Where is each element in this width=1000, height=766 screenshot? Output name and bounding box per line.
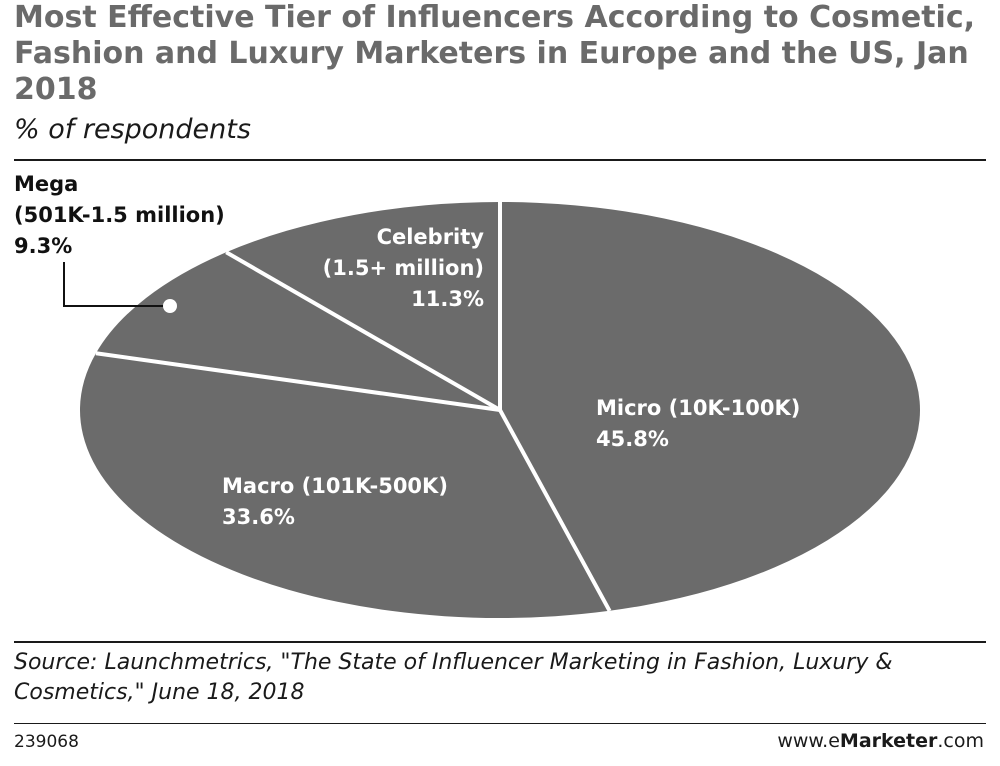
celebrity-label: Celebrity: [377, 225, 485, 249]
mega-sublabel: (501K-1.5 million): [14, 203, 225, 227]
source-note: Source: Launchmetrics, "The State of Inf…: [14, 650, 893, 705]
brand-suffix: .com: [937, 730, 984, 752]
pie-slice-micro: [500, 202, 920, 611]
top-divider: [14, 159, 986, 161]
chart-subtitle: % of respondents: [14, 114, 251, 145]
pie-slice-mega: [95, 252, 501, 410]
pie-slice-celebrity: [226, 202, 500, 410]
celebrity-sublabel: (1.5+ million): [323, 256, 484, 280]
celebrity-value: 11.3%: [411, 287, 484, 311]
mega-leader-dot: [163, 299, 177, 313]
pie-chart: Micro (10K-100K) 45.8% Macro (101K-500K) 33…: [14, 172, 920, 618]
brand-bold: Marketer: [839, 730, 938, 752]
footer-divider: [14, 723, 986, 724]
pie-slice-macro: [79, 353, 610, 618]
macro-value: 33.6%: [222, 505, 295, 529]
slice-separator-4: [225, 250, 501, 412]
mega-value: 9.3%: [14, 234, 72, 258]
slice-separator-3: [95, 351, 501, 412]
macro-label: Macro (101K-500K): [222, 474, 448, 498]
chart-id: 239068: [14, 732, 79, 752]
slice-separator-2: [498, 409, 612, 612]
brand-prefix: www.e: [777, 730, 840, 752]
bottom-divider: [14, 641, 986, 643]
micro-label: Micro (10K-100K): [596, 396, 800, 420]
brand-link[interactable]: www.eMarketer.com: [777, 730, 984, 752]
chart-title: Most Effective Tier of Influencers Accor…: [14, 0, 975, 107]
mega-label: Mega: [14, 172, 78, 196]
mega-leader-line: [63, 262, 170, 307]
micro-value: 45.8%: [596, 427, 669, 451]
